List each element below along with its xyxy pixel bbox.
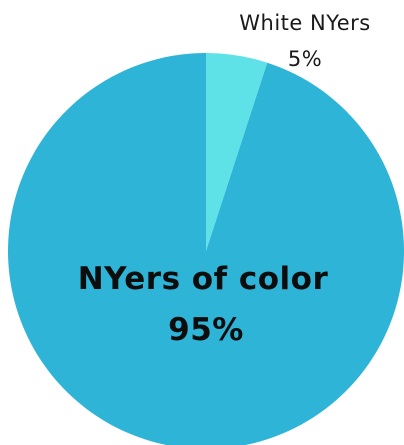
pie-slice-white-nyers bbox=[206, 53, 268, 251]
slice-label-nyers-of-color: NYers of color bbox=[78, 261, 329, 297]
slice-label-white-nyers: White NYers bbox=[239, 11, 370, 35]
slice-value-white-nyers: 5% bbox=[288, 47, 322, 71]
slice-value-nyers-of-color: 95% bbox=[168, 312, 244, 348]
pie-slice-nyers-of-color bbox=[8, 53, 404, 445]
